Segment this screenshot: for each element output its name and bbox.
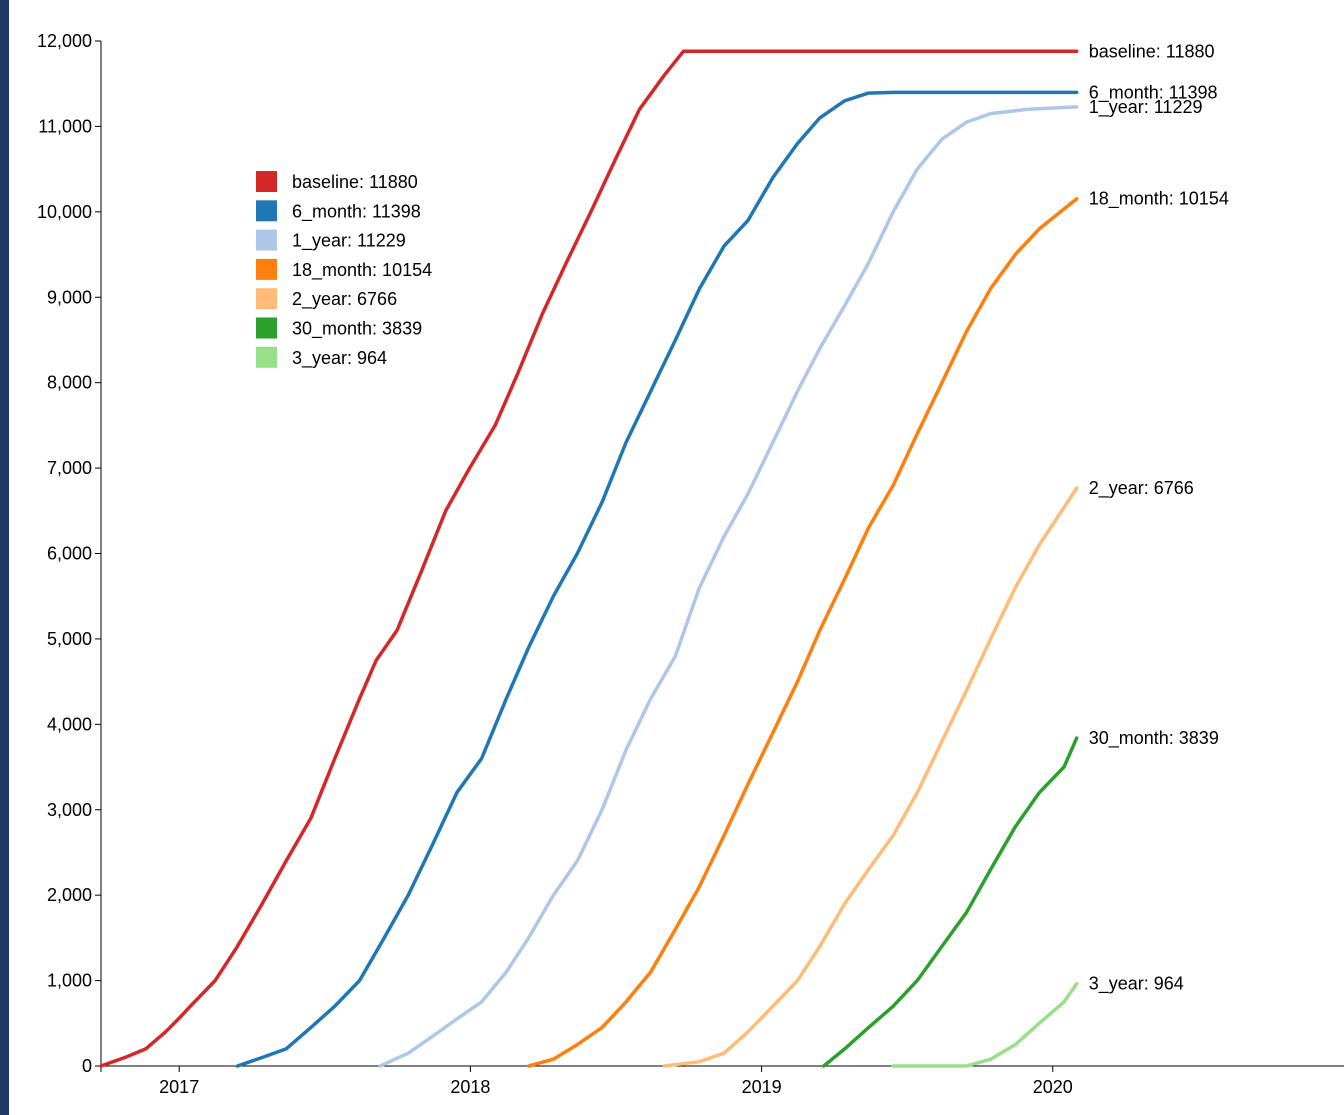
y-tick-label: 2,000 bbox=[47, 885, 92, 905]
end-label-2_year: 2_year: 6766 bbox=[1089, 478, 1194, 499]
y-tick-label: 5,000 bbox=[47, 629, 92, 649]
line-chart: 0 1,000 2,000 3,000 4,000 5,000 6,000 7,000 8,00… bbox=[37, 31, 1344, 1097]
x-tick-label: 2017 bbox=[159, 1077, 199, 1097]
y-tick-label: 11,000 bbox=[38, 116, 92, 136]
y-tick-label: 0 bbox=[82, 1056, 92, 1076]
series-line-3_year bbox=[891, 981, 1079, 1068]
x-tick-label: 2020 bbox=[1033, 1077, 1073, 1097]
series-line-30_month bbox=[822, 736, 1079, 1068]
y-tick-label: 1,000 bbox=[47, 971, 92, 991]
y-tick-label: 6,000 bbox=[47, 544, 92, 564]
series-line-18_month bbox=[526, 196, 1079, 1068]
legend: baseline: 11880 6_month: 11398 1_year: 112… bbox=[256, 171, 432, 369]
series-lines bbox=[99, 49, 1079, 1068]
end-label-30_month: 30_month: 3839 bbox=[1089, 728, 1219, 749]
legend-swatch-3_year bbox=[256, 346, 277, 368]
legend-label-baseline: baseline: 11880 bbox=[292, 172, 418, 192]
end-label-1_year: 1_year: 11229 bbox=[1089, 97, 1203, 118]
x-axis: 2017 2018 2019 2020 bbox=[100, 1065, 1344, 1097]
y-tick-label: 4,000 bbox=[47, 714, 92, 734]
legend-label-6_month: 6_month: 11398 bbox=[292, 201, 421, 222]
x-tick-label: 2018 bbox=[450, 1077, 490, 1097]
end-label-baseline: baseline: 11880 bbox=[1089, 41, 1215, 61]
series-line-1_year bbox=[378, 105, 1079, 1068]
y-tick-label: 10,000 bbox=[37, 202, 92, 222]
legend-label-3_year: 3_year: 964 bbox=[292, 348, 387, 369]
end-label-3_year: 3_year: 964 bbox=[1089, 974, 1184, 995]
y-tick-label: 3,000 bbox=[47, 800, 92, 820]
y-tick-label: 8,000 bbox=[47, 373, 92, 393]
series-line-baseline bbox=[99, 49, 1079, 1068]
legend-label-18_month: 18_month: 10154 bbox=[292, 260, 432, 281]
end-label-18_month: 18_month: 10154 bbox=[1089, 189, 1229, 210]
legend-swatch-baseline bbox=[256, 171, 277, 192]
series-line-2_year bbox=[662, 486, 1079, 1068]
legend-swatch-30_month bbox=[256, 317, 277, 339]
y-tick-label: 12,000 bbox=[37, 31, 92, 51]
legend-swatch-6_month bbox=[256, 200, 277, 222]
legend-swatch-18_month bbox=[256, 258, 277, 280]
legend-label-30_month: 30_month: 3839 bbox=[292, 319, 422, 340]
legend-swatch-1_year bbox=[256, 229, 277, 251]
series-line-6_month bbox=[235, 90, 1079, 1068]
y-axis: 0 1,000 2,000 3,000 4,000 5,000 6,000 7,000 8,00… bbox=[37, 31, 102, 1076]
legend-label-2_year: 2_year: 6766 bbox=[292, 289, 397, 310]
y-tick-label: 9,000 bbox=[47, 287, 92, 307]
chart-panel: 0 1,000 2,000 3,000 4,000 5,000 6,000 7,000 8,00… bbox=[9, 0, 1344, 1115]
y-tick-label: 7,000 bbox=[47, 458, 92, 478]
end-label-6_month: 6_month: 11398 bbox=[1089, 82, 1218, 103]
legend-label-1_year: 1_year: 11229 bbox=[292, 231, 406, 252]
x-tick-label: 2019 bbox=[742, 1077, 782, 1097]
legend-swatch-2_year bbox=[256, 288, 277, 310]
